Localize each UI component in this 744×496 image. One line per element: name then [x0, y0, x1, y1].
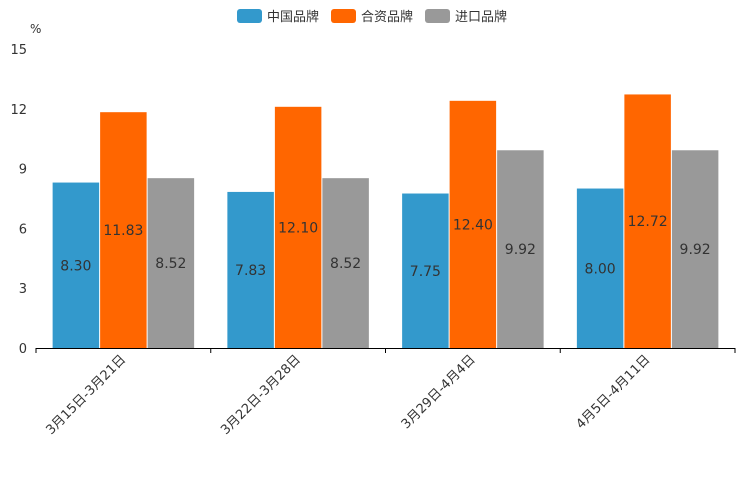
legend-label-domestic: 中国品牌	[266, 10, 319, 25]
x-tick-label: 4月5日-4月11日	[574, 352, 654, 432]
legend-item-joint-venture[interactable]: 合资品牌	[330, 6, 413, 25]
legend-item-imported[interactable]: 进口品牌	[425, 6, 507, 25]
bar[interactable]	[671, 150, 719, 348]
data-label: 9.92	[680, 242, 711, 258]
legend-item-domestic[interactable]: 中国品牌	[236, 6, 319, 25]
y-tick-label: 15	[10, 43, 27, 58]
y-tick-label: 6	[19, 222, 27, 237]
bar[interactable]	[402, 193, 449, 348]
data-label: 7.75	[410, 264, 441, 280]
bar[interactable]	[624, 94, 671, 348]
bar[interactable]	[576, 188, 624, 348]
data-label: 12.10	[278, 220, 318, 236]
bar[interactable]	[497, 150, 544, 348]
bar[interactable]	[322, 178, 369, 348]
bar[interactable]	[274, 106, 322, 348]
x-tick-label: 3月15日-3月21日	[43, 352, 129, 438]
legend-label-joint-venture: 合资品牌	[360, 10, 413, 25]
y-tick-label: 12	[10, 103, 27, 118]
legend-label-imported: 进口品牌	[455, 10, 508, 25]
legend-swatch-joint-venture	[330, 8, 356, 23]
y-tick-label: 3	[19, 282, 27, 297]
data-label: 8.30	[60, 258, 91, 274]
x-axis: 3月15日-3月21日 3月22日-3月28日 3月29日-4月4日 4月5日-4月1…	[35, 348, 736, 438]
legend-swatch-domestic	[236, 8, 262, 23]
data-label: 7.83	[235, 263, 266, 279]
x-tick-label: 3月29日-4月4日	[399, 352, 479, 432]
data-label: 12.72	[628, 214, 668, 230]
y-axis: 0 3 6 9 12 15	[10, 43, 27, 357]
bar[interactable]	[449, 100, 497, 349]
data-label: 8.52	[330, 256, 361, 272]
data-label: 8.00	[585, 261, 616, 277]
bars: 8.30 7.83 7.75 8.00 11.83 12.10 12.40 12.72 8.52…	[52, 94, 719, 349]
bar[interactable]	[147, 178, 195, 348]
bar[interactable]	[100, 112, 147, 349]
legend: 中国品牌 合资品牌 进口品牌	[0, 6, 744, 25]
legend-swatch-imported	[425, 8, 450, 23]
bar[interactable]	[227, 191, 274, 348]
bar[interactable]	[52, 182, 100, 348]
data-label: 9.92	[505, 242, 536, 258]
y-axis-unit-label: %	[30, 22, 41, 36]
data-label: 11.83	[103, 223, 143, 239]
y-tick-label: 0	[19, 342, 27, 357]
y-tick-label: 9	[19, 163, 27, 178]
x-tick-label: 3月22日-3月28日	[218, 352, 304, 438]
data-label: 12.40	[453, 217, 493, 233]
data-label: 8.52	[155, 256, 186, 272]
